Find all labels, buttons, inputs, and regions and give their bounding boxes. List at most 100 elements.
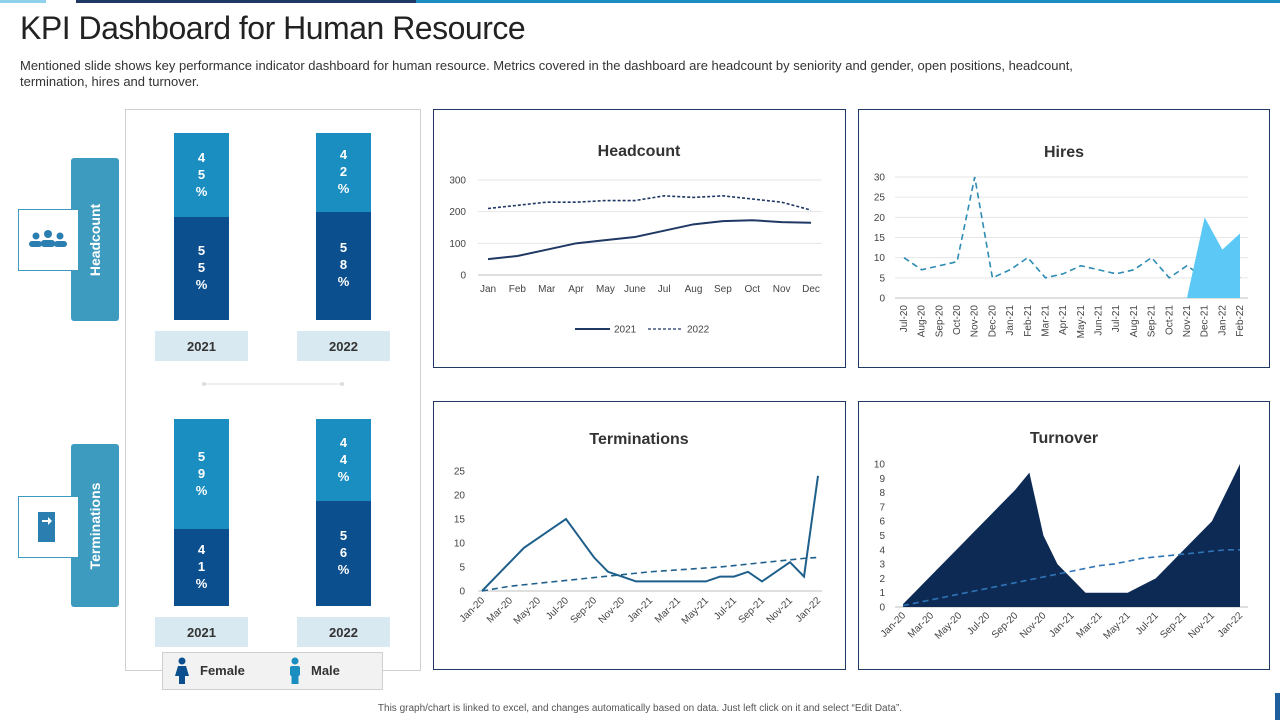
chart-title: Hires xyxy=(1044,144,1084,161)
y-tick-label: 8 xyxy=(879,488,885,499)
panel xyxy=(125,109,421,671)
x-tick-label: Jul xyxy=(658,284,671,295)
data-label: 42% xyxy=(336,146,351,198)
y-tick-label: 1 xyxy=(879,588,885,599)
legend-label: Male xyxy=(311,663,340,678)
x-tick-label: Jul-20 xyxy=(965,610,992,637)
data-label: 44% xyxy=(336,434,351,486)
x-tick-label: Oct-20 xyxy=(952,305,963,335)
x-tick-label: Apr xyxy=(568,284,584,295)
x-tick-label: May-20 xyxy=(512,595,544,627)
y-tick-label: 100 xyxy=(449,239,466,250)
y-tick-label: 9 xyxy=(879,474,885,485)
bar-segment: 58% xyxy=(316,211,371,320)
bar-segment: 55% xyxy=(174,217,229,320)
x-tick-label: Sep-21 xyxy=(1158,610,1189,641)
x-tick-label: Nov-21 xyxy=(765,595,796,626)
x-tick-label: Nov xyxy=(773,284,791,295)
y-tick-label: 0 xyxy=(459,587,465,598)
line xyxy=(903,176,1241,279)
panel xyxy=(433,109,846,368)
divider-dot xyxy=(340,382,344,386)
top-stripe xyxy=(76,0,416,3)
legend-label: 2021 xyxy=(614,325,637,336)
x-tick-label: Apr-21 xyxy=(1058,305,1069,335)
bar-segment: 44% xyxy=(316,419,371,502)
y-tick-label: 0 xyxy=(879,603,885,614)
top-stripe xyxy=(0,0,46,3)
x-tick-label: Jul-21 xyxy=(1134,610,1161,637)
line xyxy=(487,195,812,211)
divider-dot xyxy=(202,382,206,386)
bar-segment: 42% xyxy=(316,133,371,212)
data-label: 41% xyxy=(194,542,209,594)
y-tick-label: 10 xyxy=(874,253,886,264)
y-tick-label: 10 xyxy=(874,460,886,471)
side-tab-label: Headcount xyxy=(87,203,103,276)
x-tick-label: Dec xyxy=(802,284,820,295)
y-tick-label: 30 xyxy=(874,173,886,184)
x-tick-label: Sep xyxy=(714,284,732,295)
x-tick-label: Jan-20 xyxy=(458,595,488,625)
x-tick-label: Mar-20 xyxy=(906,610,936,640)
data-label: 56% xyxy=(336,528,351,580)
subtitle: Mentioned slide shows key performance in… xyxy=(20,58,1073,89)
x-tick-label: Sep-21 xyxy=(1147,305,1158,338)
chart-title: Terminations xyxy=(589,431,688,448)
category-label: 2022 xyxy=(297,617,390,647)
y-tick-label: 15 xyxy=(874,233,886,244)
side-tab-label: Terminations xyxy=(87,482,103,569)
line xyxy=(487,219,812,261)
line xyxy=(481,475,819,592)
page-title: KPI Dashboard for Human Resource xyxy=(20,10,526,46)
legend-label: 2022 xyxy=(687,325,710,336)
y-tick-label: 7 xyxy=(879,502,885,513)
area xyxy=(903,464,1240,607)
y-tick-label: 2 xyxy=(879,574,885,585)
side-tab xyxy=(71,444,119,607)
x-tick-label: Nov-20 xyxy=(1018,610,1049,641)
y-tick-label: 5 xyxy=(459,563,465,574)
x-tick-label: Jul-20 xyxy=(899,305,910,333)
x-tick-label: Nov-20 xyxy=(597,595,628,626)
top-stripe xyxy=(416,0,1280,3)
bar-segment: 56% xyxy=(316,501,371,606)
bar-segment: 59% xyxy=(174,419,229,530)
x-tick-label: Mar-21 xyxy=(1075,610,1105,640)
x-tick-label: Sep-20 xyxy=(934,305,945,338)
x-tick-label: Feb xyxy=(509,284,527,295)
x-tick-label: May-21 xyxy=(1076,305,1087,339)
x-tick-label: Jan-22 xyxy=(1216,610,1246,640)
y-tick-label: 5 xyxy=(879,531,885,542)
female-icon xyxy=(175,657,189,684)
x-tick-label: Jan-20 xyxy=(879,610,909,640)
y-tick-label: 15 xyxy=(454,515,466,526)
x-tick-label: Sep-21 xyxy=(737,595,768,626)
x-tick-label: Dec-20 xyxy=(987,305,998,338)
panel xyxy=(858,401,1270,670)
x-tick-label: Jan-22 xyxy=(1217,305,1228,336)
bar-segment: 45% xyxy=(174,133,229,218)
y-tick-label: 4 xyxy=(879,545,885,556)
category-label: 2021 xyxy=(155,331,248,361)
x-tick-label: May-21 xyxy=(1101,610,1133,642)
legend-box xyxy=(162,652,383,690)
chart-title: Turnover xyxy=(1030,430,1098,447)
male-icon xyxy=(290,657,300,684)
people-icon xyxy=(29,230,67,247)
data-label: 55% xyxy=(194,243,209,295)
line xyxy=(481,556,819,592)
x-tick-label: Jul-21 xyxy=(1111,305,1122,333)
x-tick-label: Oct-21 xyxy=(1164,305,1175,335)
data-label: 58% xyxy=(336,240,351,292)
y-tick-label: 10 xyxy=(454,539,466,550)
panel xyxy=(433,401,846,670)
x-tick-label: Jan-21 xyxy=(626,595,656,625)
chart-title: Headcount xyxy=(598,143,681,160)
data-label: 59% xyxy=(194,448,209,500)
x-tick-label: Aug xyxy=(685,284,703,295)
y-tick-label: 200 xyxy=(449,207,466,218)
bar-segment: 41% xyxy=(174,529,229,606)
